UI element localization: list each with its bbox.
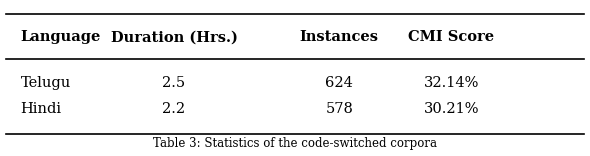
Text: 2.5: 2.5 <box>162 76 186 90</box>
Text: 624: 624 <box>325 76 353 90</box>
Text: Instances: Instances <box>300 30 379 44</box>
Text: Telugu: Telugu <box>21 76 71 90</box>
Text: 2.2: 2.2 <box>162 102 186 116</box>
Text: 30.21%: 30.21% <box>424 102 479 116</box>
Text: Duration (Hrs.): Duration (Hrs.) <box>110 30 238 44</box>
Text: 578: 578 <box>325 102 353 116</box>
Text: Hindi: Hindi <box>21 102 62 116</box>
Text: 32.14%: 32.14% <box>424 76 479 90</box>
Text: Table 3: Statistics of the code-switched corpora: Table 3: Statistics of the code-switched… <box>153 137 437 150</box>
Text: CMI Score: CMI Score <box>408 30 494 44</box>
Text: Language: Language <box>21 30 101 44</box>
